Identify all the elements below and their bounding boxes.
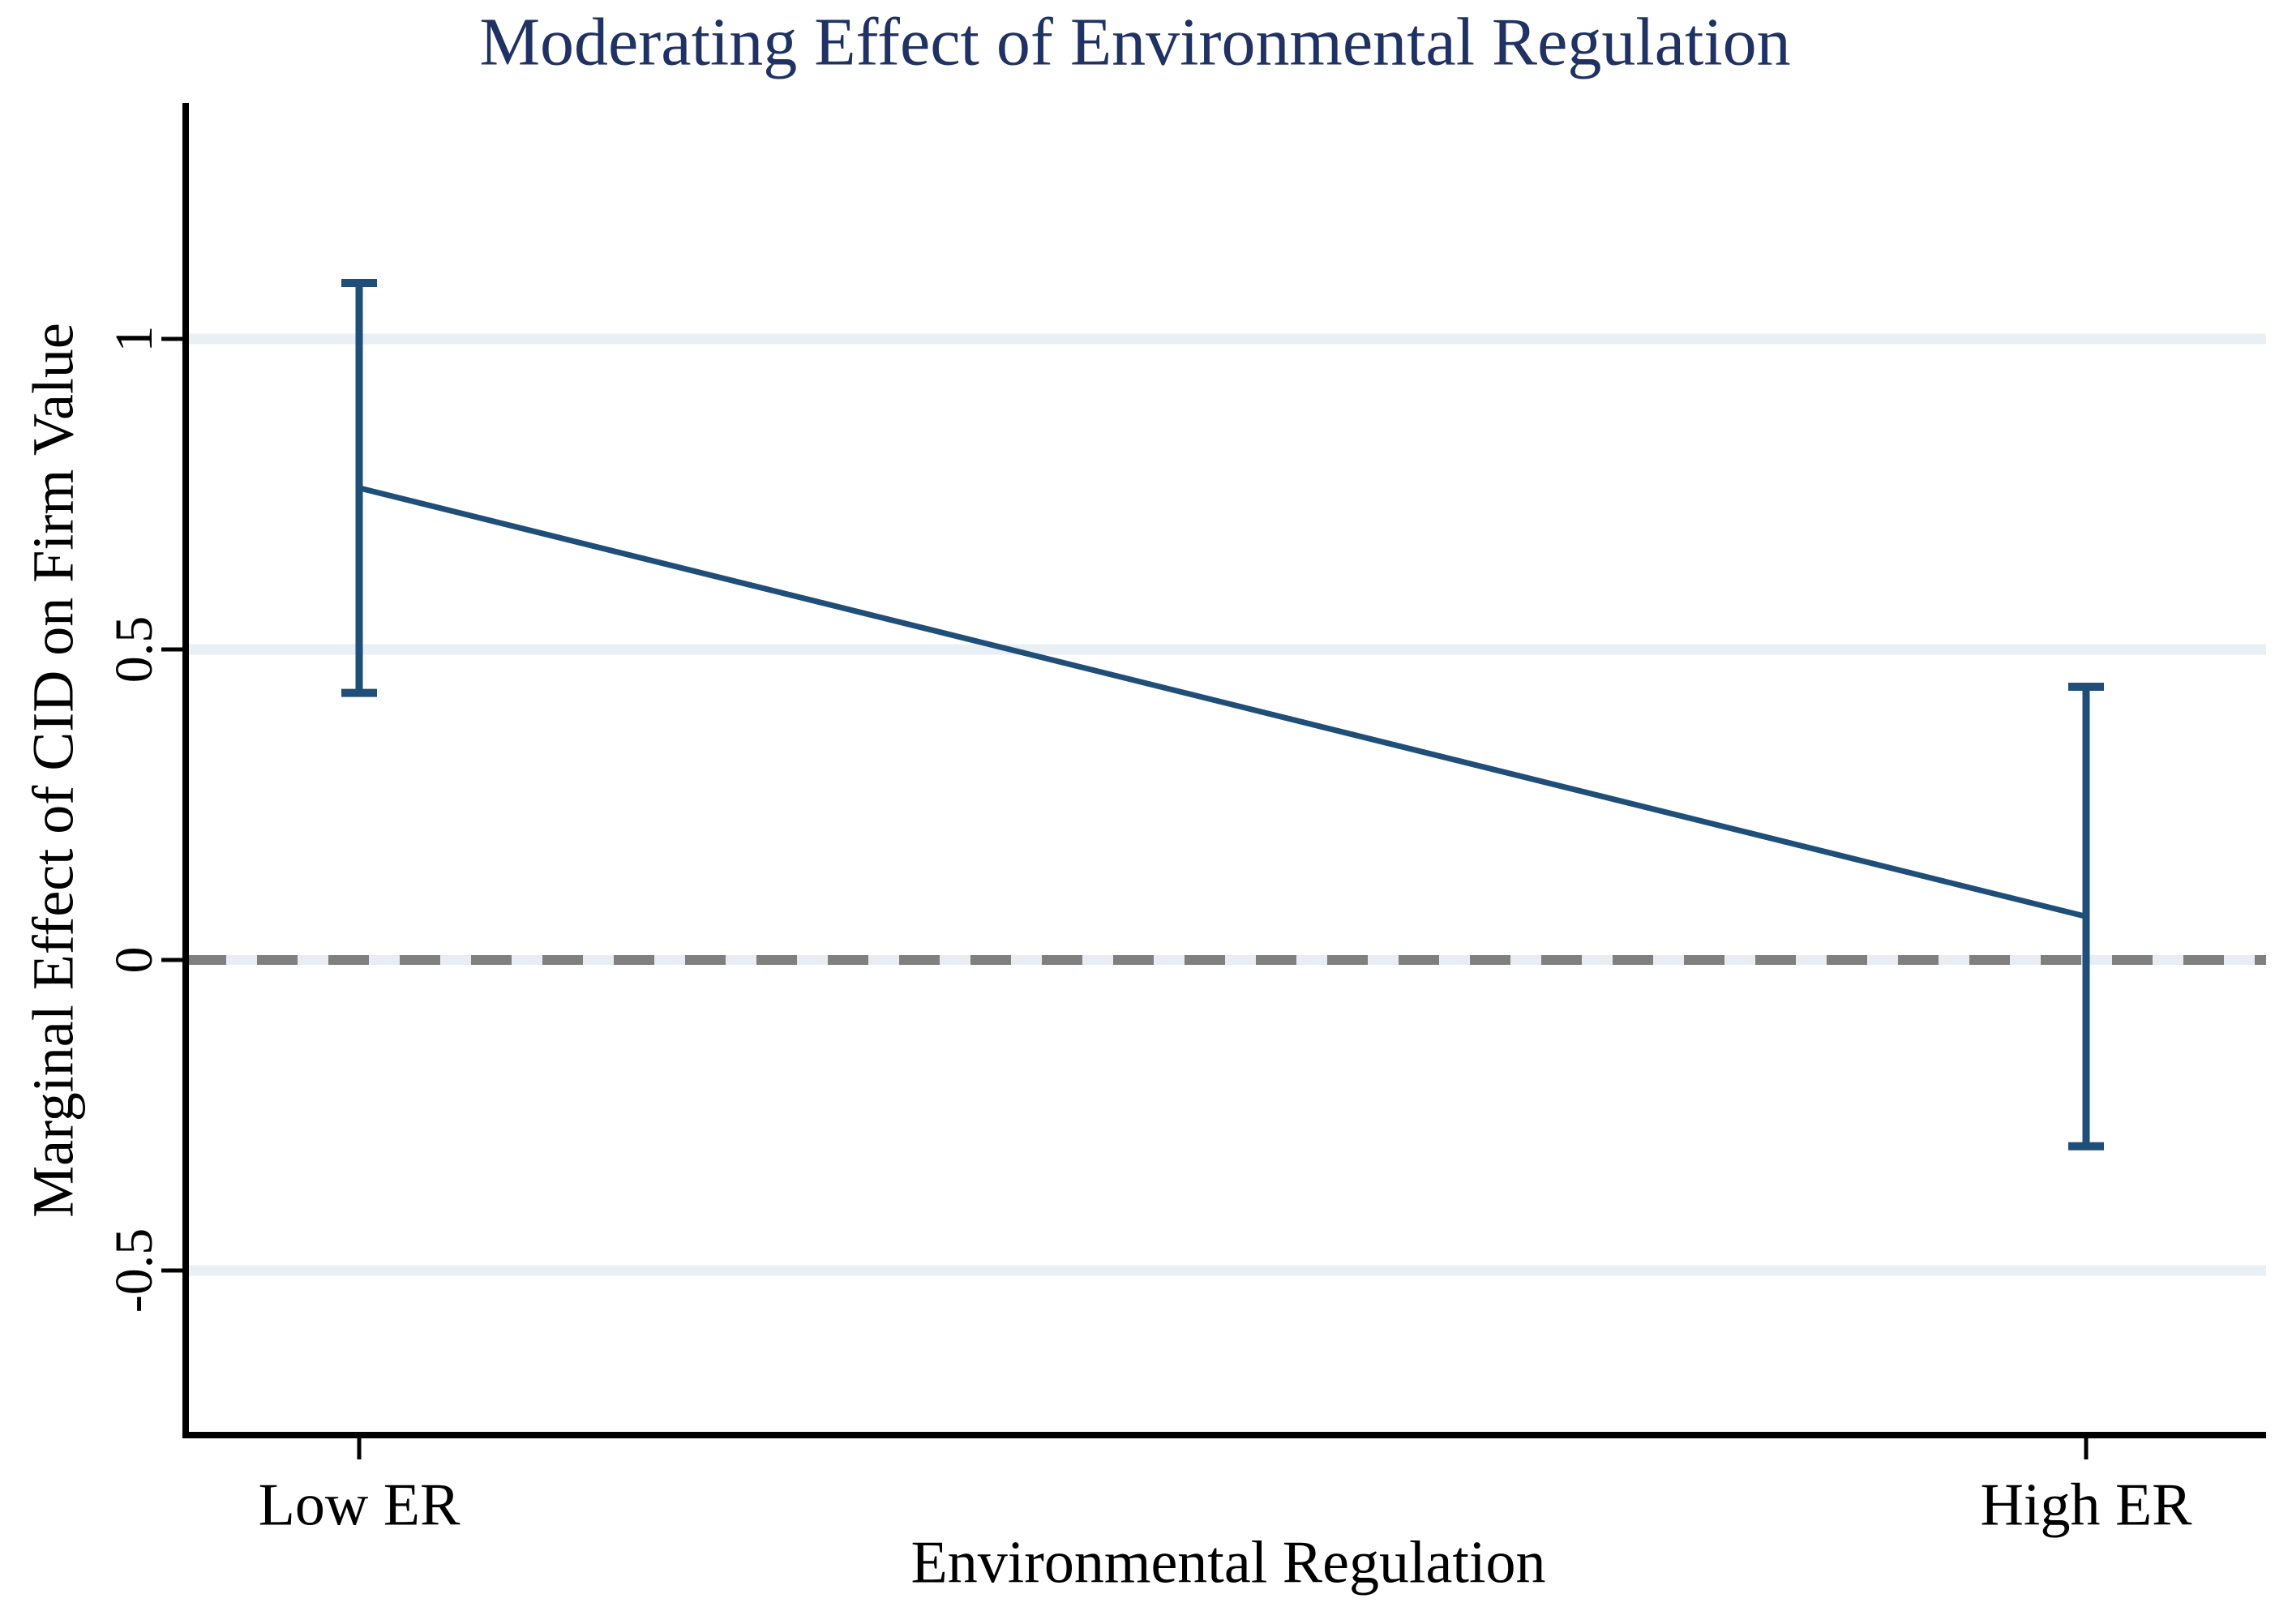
y-tick-label-0point5: 0.5 xyxy=(105,615,164,683)
marginal-effect-line xyxy=(358,485,2087,919)
y-axis-title: Marginal Effect of CID on Firm Value xyxy=(20,323,86,1218)
y-tick-label-1: 1 xyxy=(105,325,164,353)
chart-title: Moderating Effect of Environmental Regul… xyxy=(479,4,1791,80)
x-axis-title: Environmental Regulation xyxy=(910,1529,1546,1596)
y-tick-label-0: 0 xyxy=(105,946,164,974)
y-tick-label-minus0point5: -0.5 xyxy=(105,1228,164,1313)
x-category-label-low-er: Low ER xyxy=(258,1472,461,1539)
x-category-label-high-er: High ER xyxy=(1980,1472,2192,1539)
